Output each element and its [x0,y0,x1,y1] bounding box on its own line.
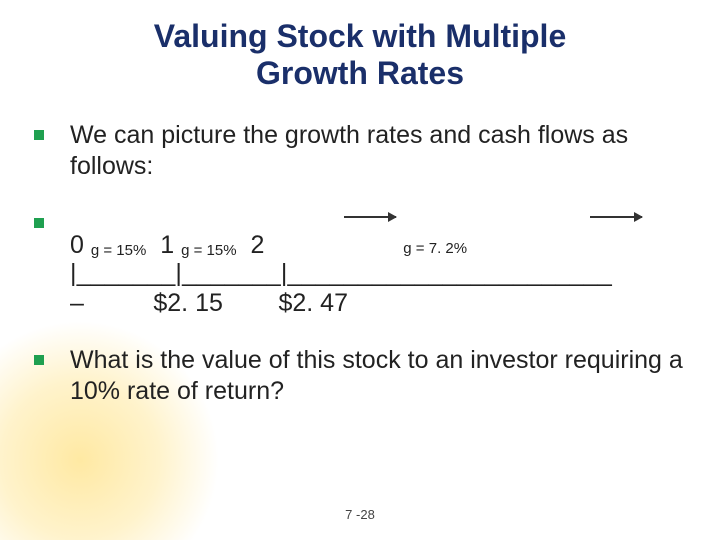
timeline-values: – $2. 15 $2. 47 [70,288,686,319]
timeline: 0 g = 15% 1 g = 15% 2 g = 7. 2% |_______… [70,208,686,319]
growth-terminal: g = 7. 2% [403,240,467,257]
bullet-icon [34,355,44,365]
slide: Valuing Stock with Multiple Growth Rates… [0,0,720,540]
period-2: 2 [250,231,264,259]
arrow-row [70,208,686,226]
question-text: What is the value of this stock to an in… [70,345,686,408]
bullet-item-question: What is the value of this stock to an in… [34,345,686,408]
value-1: $2. 15 [153,289,223,317]
period-1: 1 [160,231,174,259]
title-line-1: Valuing Stock with Multiple [154,18,566,54]
intro-text: We can picture the growth rates and cash… [70,120,686,183]
title-line-2: Growth Rates [256,55,464,91]
arrow-icon [344,216,396,218]
timeline-periods: 0 g = 15% 1 g = 15% 2 g = 7. 2% [70,230,686,260]
dash: – [70,289,84,317]
slide-title: Valuing Stock with Multiple Growth Rates [34,18,686,92]
page-number: 7 -28 [0,507,720,522]
value-2: $2. 47 [278,289,348,317]
growth-0-1: g = 15% [91,242,146,259]
bullet-item-timeline: 0 g = 15% 1 g = 15% 2 g = 7. 2% |_______… [34,208,686,319]
period-0: 0 [70,231,84,259]
bullet-item-intro: We can picture the growth rates and cash… [34,120,686,183]
growth-1-2: g = 15% [181,242,236,259]
bullet-icon [34,130,44,140]
timeline-axis: |_______|_______|_______________________ [70,260,686,288]
arrow-icon [590,216,642,218]
bullet-icon [34,218,44,228]
